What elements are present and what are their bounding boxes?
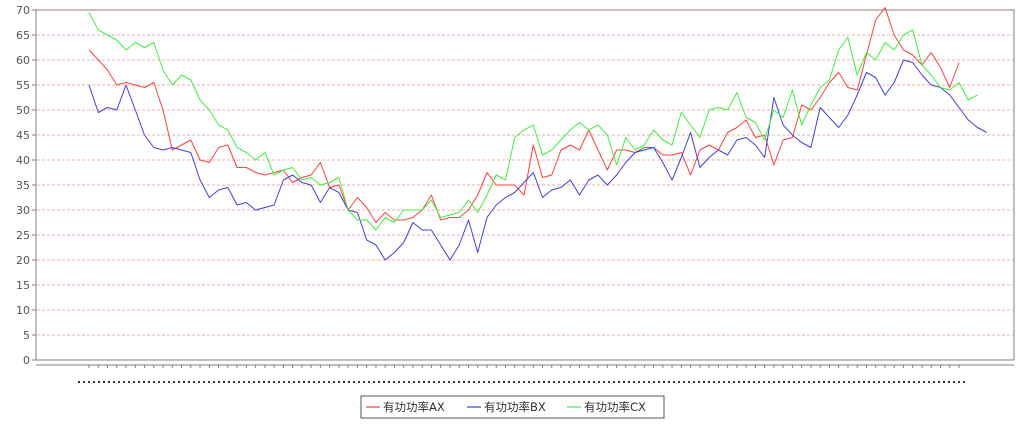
series-layer [88, 7, 988, 261]
legend[interactable]: 有功功率AX 有功功率BX 有功功率CX [360, 395, 665, 419]
y-tick-label: 0 [23, 354, 30, 367]
series-line [88, 59, 988, 261]
y-tick-label: 70 [16, 4, 30, 17]
y-tick-label: 30 [16, 204, 30, 217]
legend-item[interactable]: 有功功率CX [567, 400, 646, 414]
y-tick-label: 50 [16, 104, 30, 117]
y-tick-label: 45 [16, 129, 30, 142]
y-tick-label: 5 [23, 329, 30, 342]
y-tick-label: 15 [16, 279, 30, 292]
y-tick-label: 60 [16, 54, 30, 67]
series-line [88, 12, 978, 231]
legend-label: 有功功率CX [584, 400, 646, 414]
y-tick-label: 35 [16, 179, 30, 192]
x-axis [36, 364, 1014, 383]
legend-label: 有功功率AX [383, 400, 445, 414]
legend-box [360, 395, 665, 419]
series-line [88, 7, 960, 223]
y-axis: 0 5 10 15 20 25 30 35 40 45 50 55 60 65 70 [16, 4, 36, 367]
y-tick-label: 20 [16, 254, 30, 267]
legend-item[interactable]: 有功功率BX [467, 400, 546, 414]
y-tick-label: 25 [16, 229, 30, 242]
y-tick-label: 10 [16, 304, 30, 317]
y-tick-label: 55 [16, 79, 30, 92]
y-tick-label: 40 [16, 154, 30, 167]
y-tick-label: 65 [16, 29, 30, 42]
legend-item[interactable]: 有功功率AX [366, 400, 445, 414]
grid-layer [37, 9, 1013, 336]
legend-label: 有功功率BX [484, 400, 546, 414]
